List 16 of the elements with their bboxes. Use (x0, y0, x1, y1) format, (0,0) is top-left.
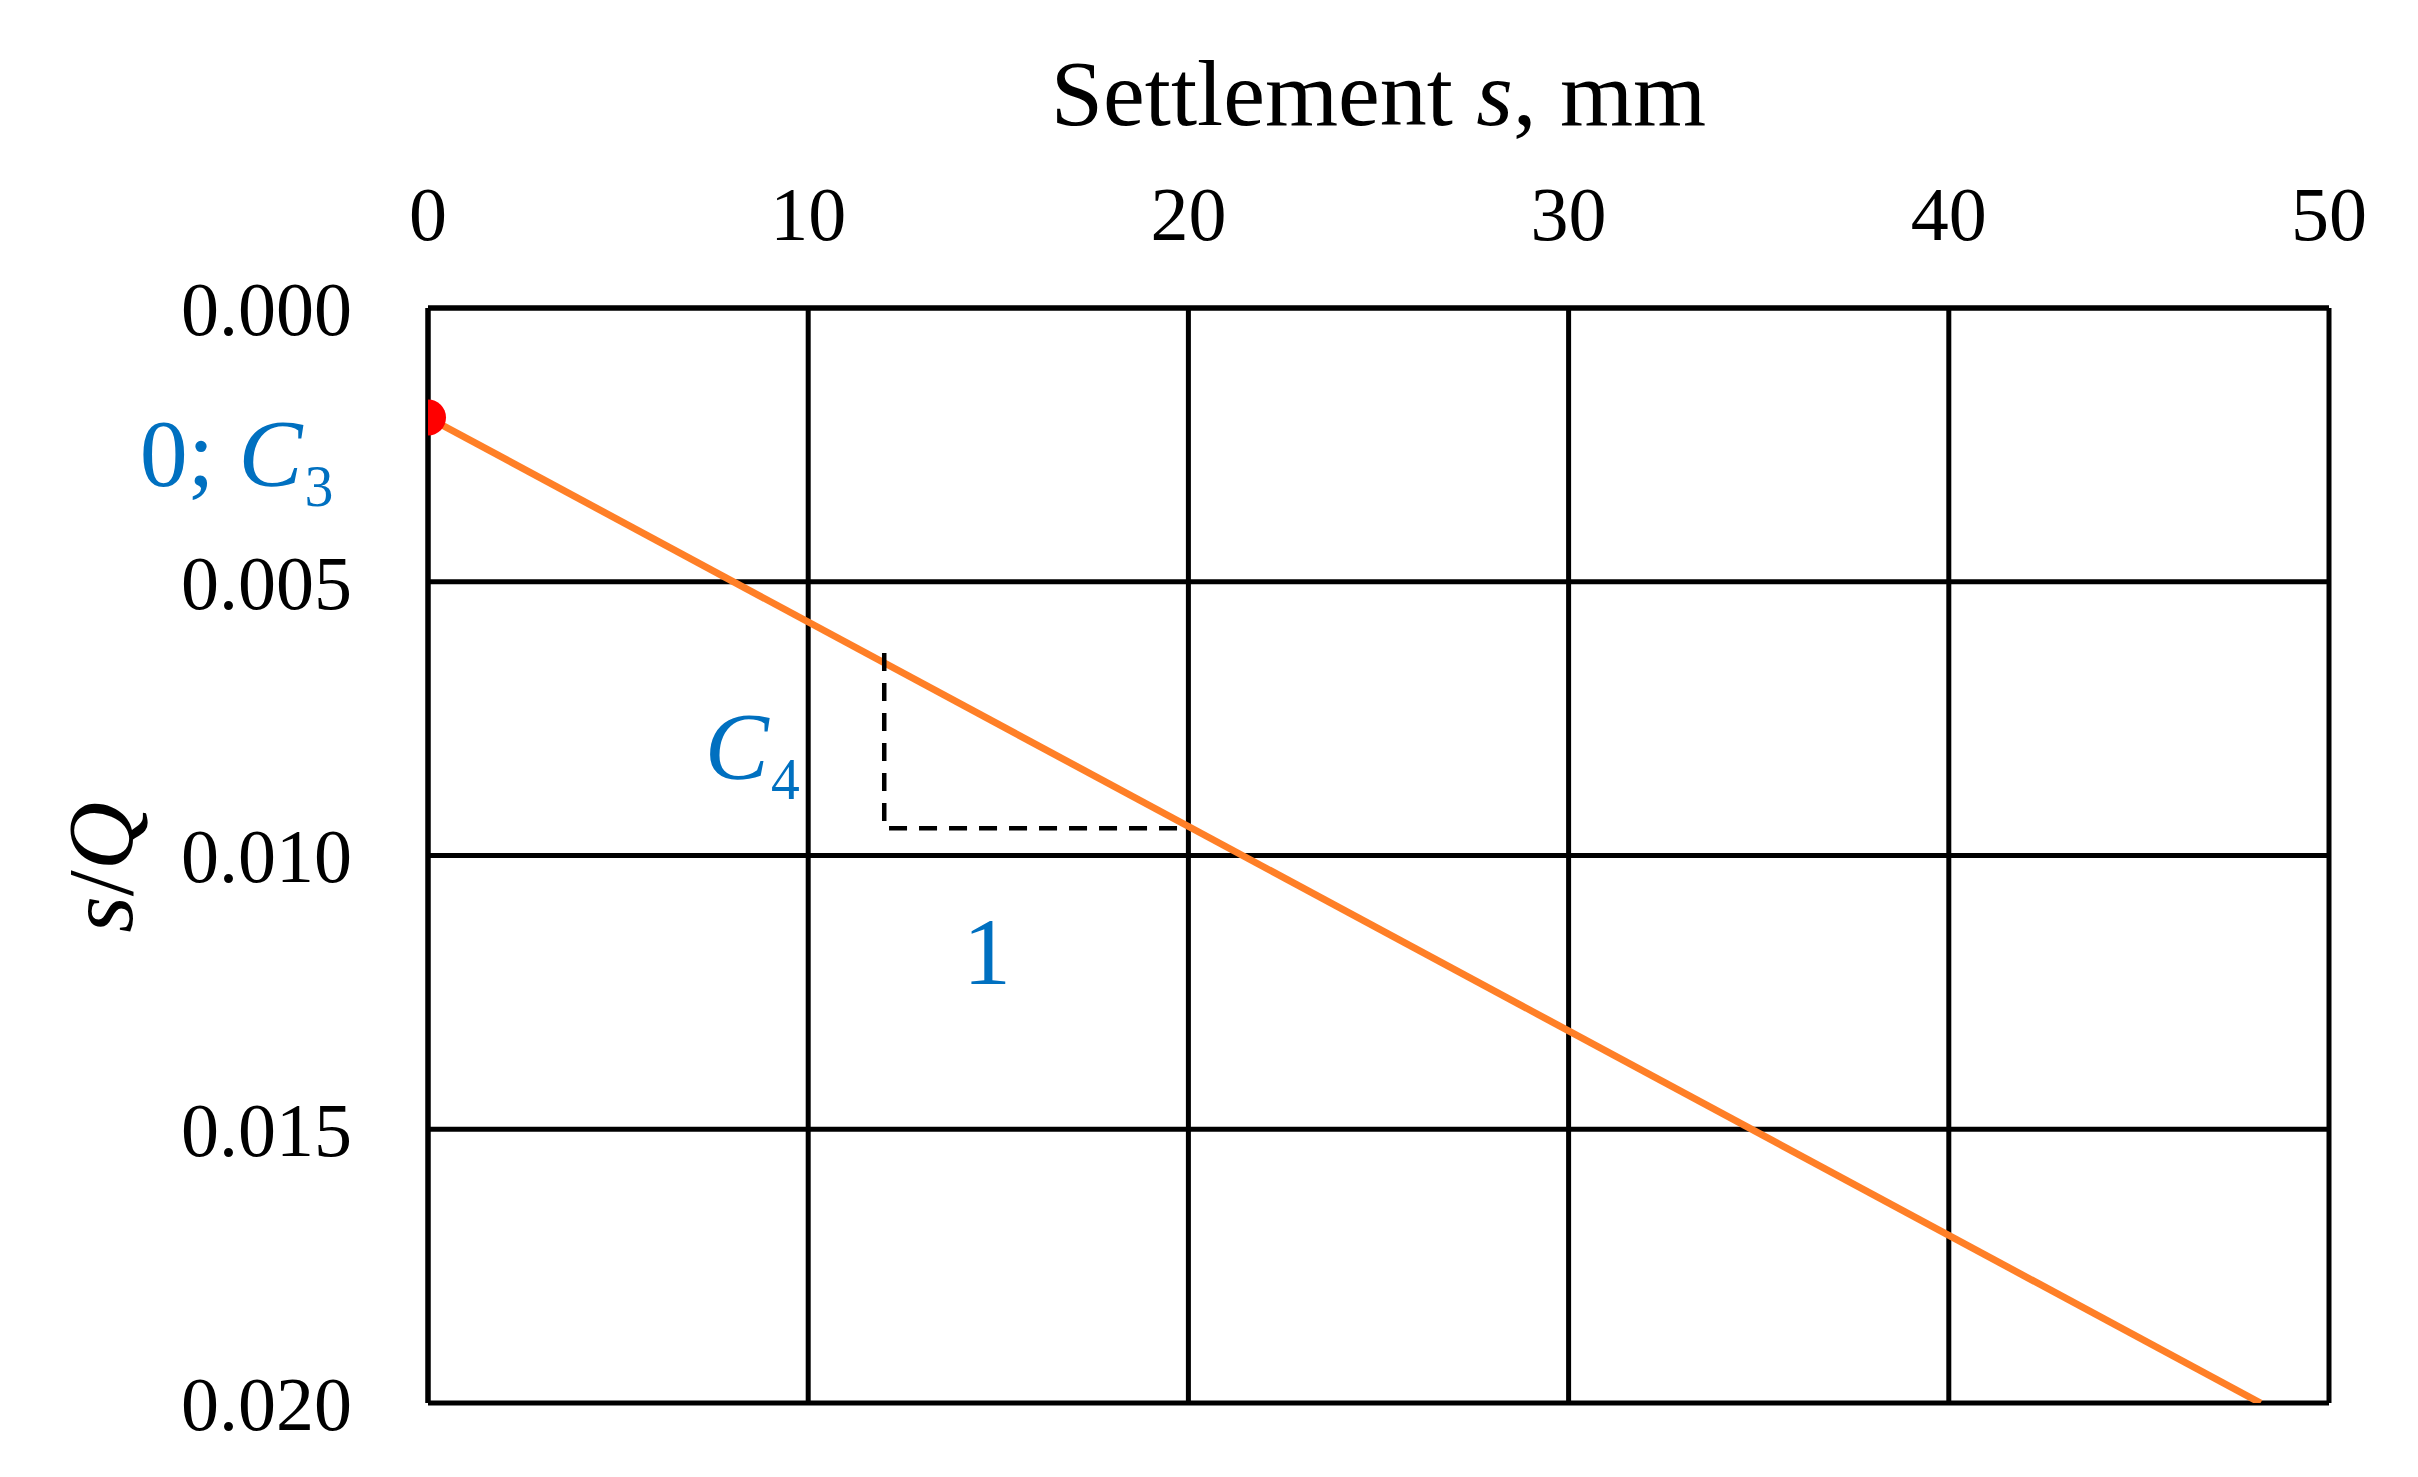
annotation: 1 (962, 897, 1011, 1005)
x-axis-title: Settlement s, mm (1050, 41, 1707, 145)
annotation: 0; C₃ (139, 399, 336, 506)
y-axis-title: s/Q (48, 802, 152, 933)
y-tick-label: 0.000 (181, 266, 352, 351)
annotation: C₄ (704, 692, 803, 800)
x-tick-label: 20 (1150, 172, 1227, 256)
y-tick-label: 0.005 (181, 540, 352, 625)
y-tick-label: 0.010 (181, 814, 352, 899)
x-tick-label: 10 (770, 172, 847, 256)
x-tick-label: 30 (1530, 172, 1607, 256)
y-tick-label: 0.020 (181, 1361, 352, 1446)
y-tick-label: 0.015 (181, 1088, 352, 1173)
x-tick-label: 40 (1910, 172, 1987, 256)
x-tick-label: 50 (2291, 172, 2367, 256)
x-tick-label: 0 (409, 172, 447, 256)
